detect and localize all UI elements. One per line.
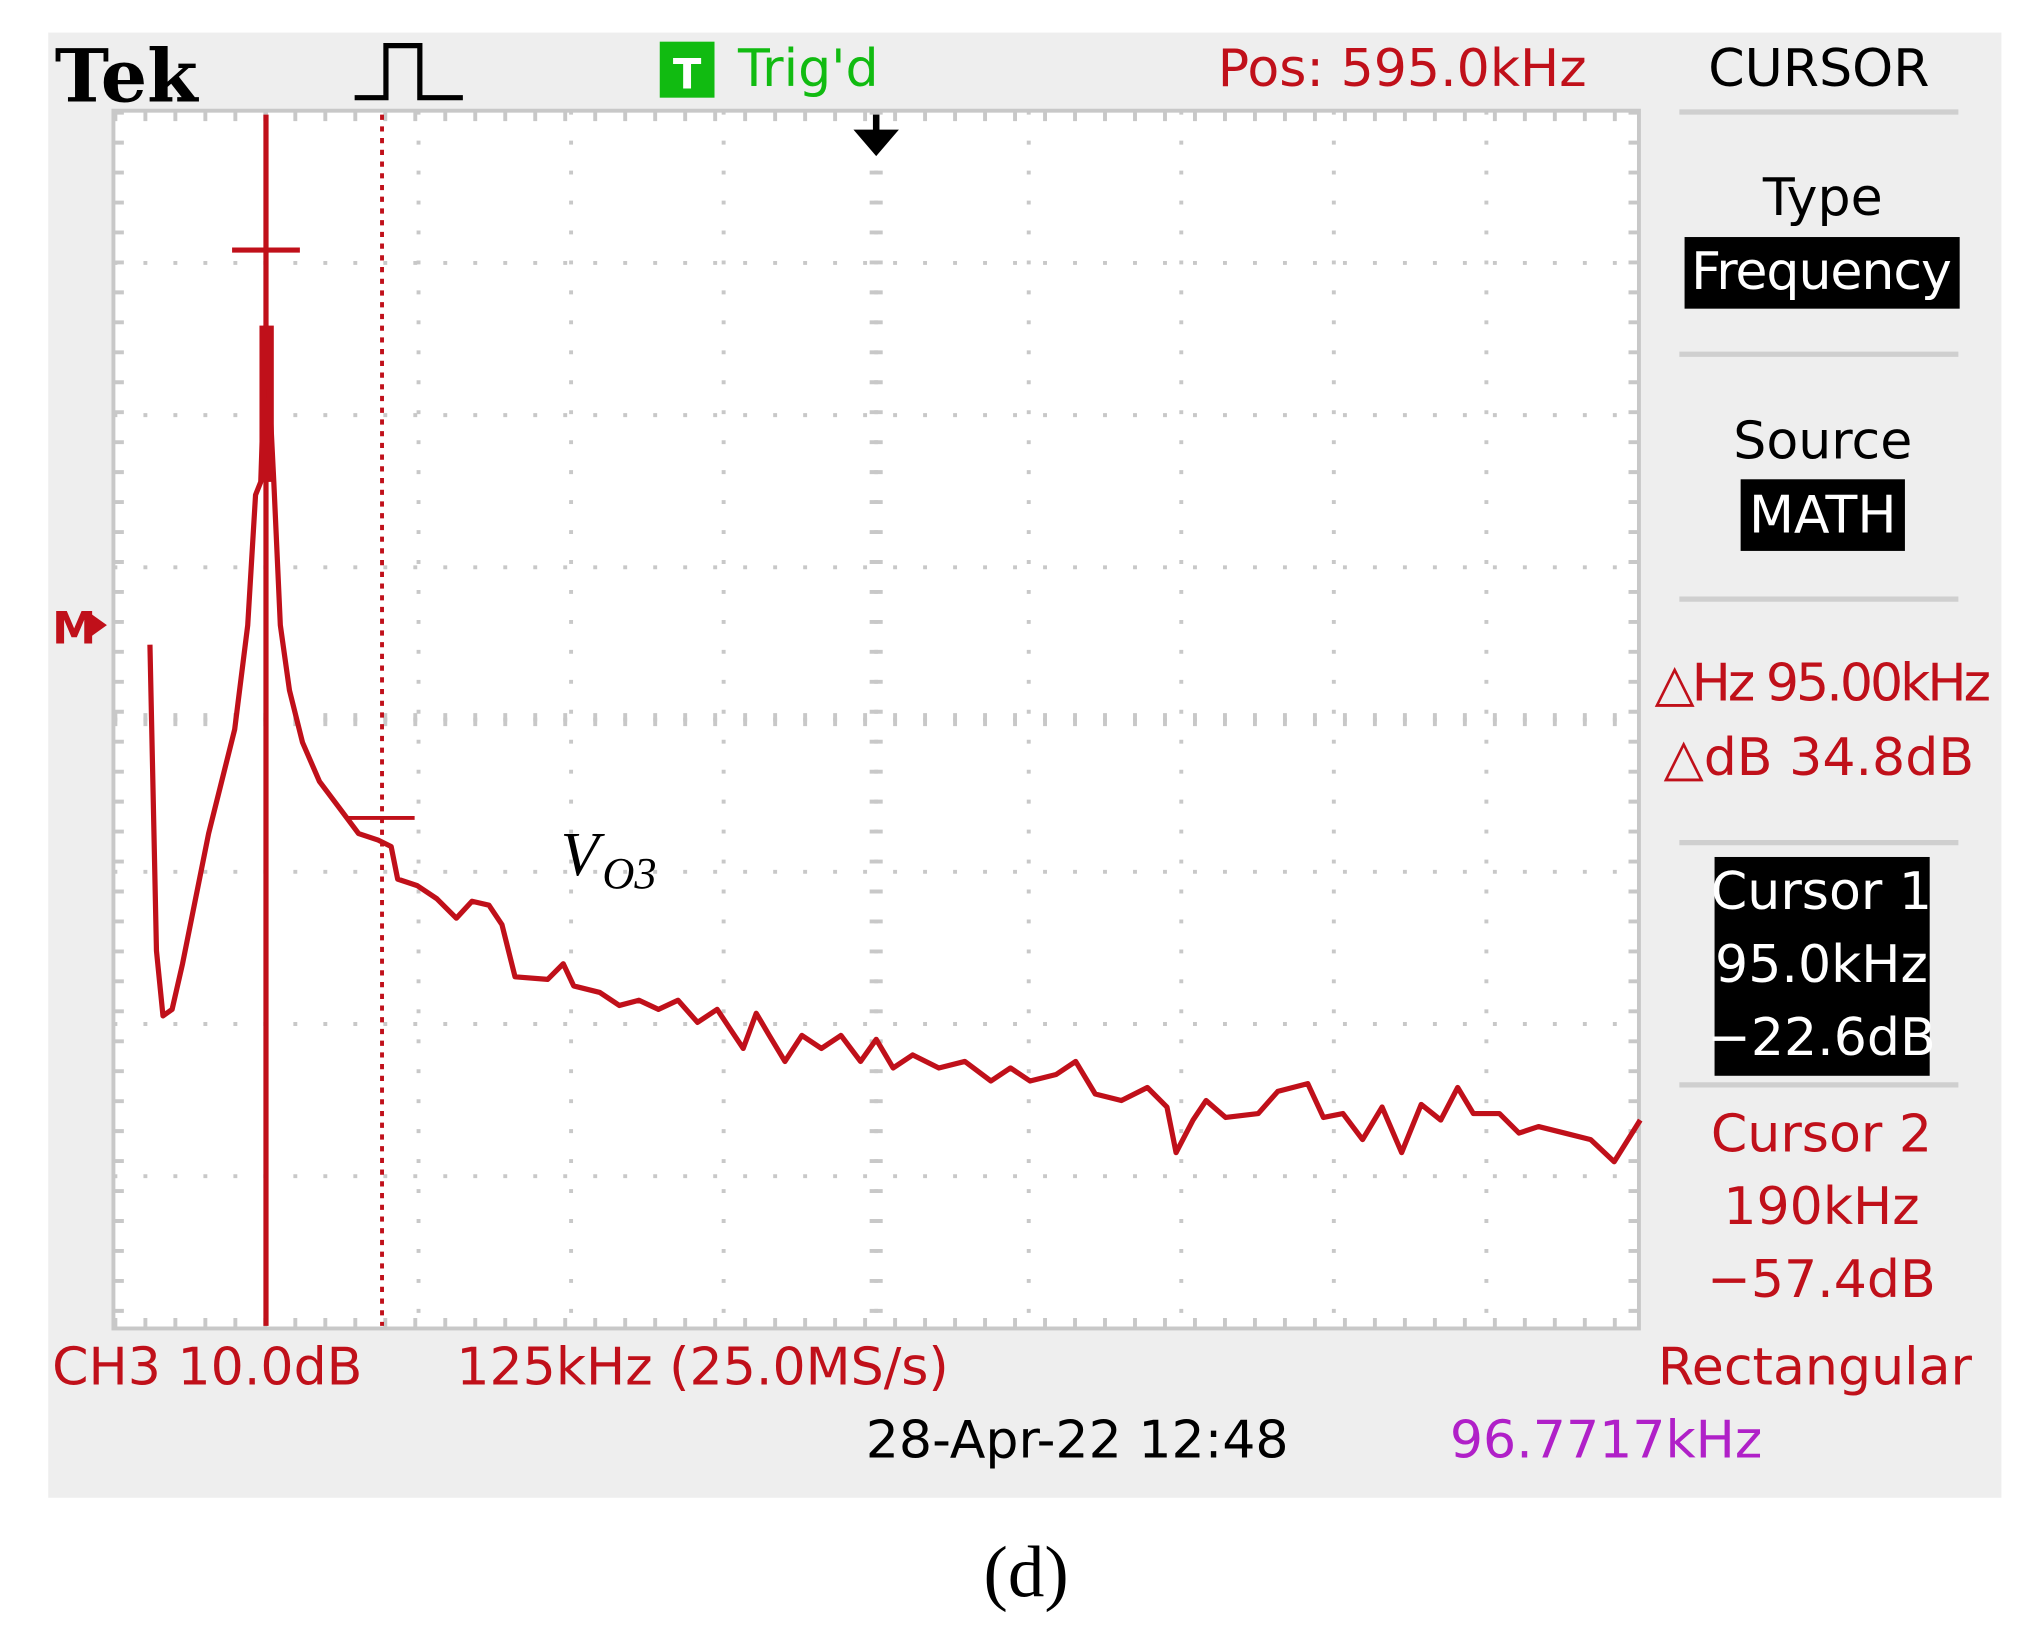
type-label: Type (1762, 168, 1883, 228)
graticule (111, 108, 1641, 1331)
cursor1-frequency: 95.0kHz (1715, 935, 1928, 995)
trigger-status: Trig'd (737, 39, 879, 99)
source-label: Source (1733, 411, 1912, 471)
cursor1-box (1714, 856, 1930, 1076)
delta-db: △dB 34.8dB (1664, 728, 1975, 788)
trigger-position-arrow (853, 114, 899, 157)
source-value: MATH (1749, 486, 1897, 546)
timebase: 125kHz (25.0MS/s) (456, 1337, 948, 1397)
window: Rectangular (1658, 1337, 1973, 1397)
position: Pos: 595.0kHz (1218, 39, 1587, 99)
menu-title: CURSOR (1708, 39, 1929, 99)
cursor2-frequency: 190kHz (1723, 1177, 1919, 1237)
cursor2-title: Cursor 2 (1711, 1104, 1932, 1164)
spectrum-trace (147, 322, 1643, 1165)
datetime: 28-Apr-22 12:48 (866, 1410, 1289, 1470)
trace-label: V (561, 819, 606, 889)
trigger-icon-box (659, 41, 715, 98)
cursor1-title: Cursor 1 (1711, 862, 1932, 922)
caption: (d) (984, 1532, 1069, 1613)
trace-group (147, 114, 1643, 1326)
channel-scale: CH3 10.0dB (52, 1337, 362, 1397)
source-value-box (1740, 479, 1905, 551)
delta-hz: △Hz 95.00kHz (1655, 654, 1991, 714)
type-value-box (1684, 237, 1960, 309)
cursor2-level: −57.4dB (1707, 1250, 1936, 1310)
menu-separators (1679, 109, 1959, 1088)
cursor1-level: −22.6dB (1707, 1008, 1936, 1068)
math-marker-arrow (88, 612, 107, 639)
logo: Tek (55, 34, 199, 120)
trigger-icon: T (673, 50, 702, 99)
trigger-edge-icon (354, 42, 463, 101)
frequency-readout: 96.7717kHz (1450, 1410, 1762, 1470)
type-value: Frequency (1691, 242, 1952, 302)
trace-label-subscript: O3 (602, 849, 656, 898)
